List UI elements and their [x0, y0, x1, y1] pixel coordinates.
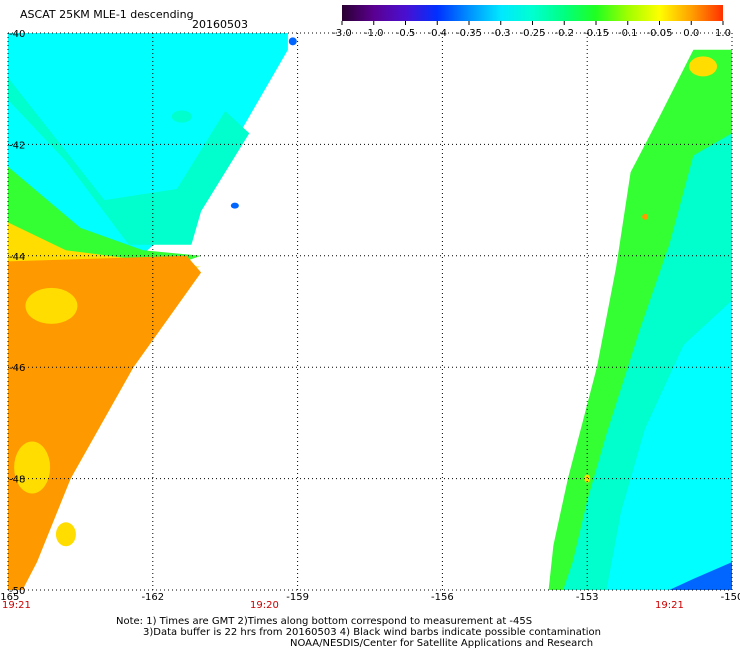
- time-label-center: 19:20: [250, 600, 279, 611]
- patch-yellow: [689, 56, 718, 77]
- y-tick-label: -42: [9, 140, 25, 151]
- colorbar-label: -3.0: [332, 28, 352, 39]
- note-line-2: 3)Data buffer is 22 hrs from 20160503 4)…: [143, 627, 601, 638]
- colorbar-label: -0.05: [647, 28, 673, 39]
- y-tick-label: -44: [9, 252, 25, 263]
- patch-blue: [288, 37, 297, 46]
- swath-west-cyan: [8, 33, 288, 273]
- swath-east-cyan: [606, 300, 732, 590]
- time-label-left: 19:21: [2, 600, 31, 611]
- swath-west-aqua: [8, 77, 250, 245]
- swath-east-blue: [669, 562, 732, 590]
- x-tick-label: -159: [286, 592, 309, 600]
- product-date: 20160503: [192, 18, 248, 31]
- x-tick-label: -153: [576, 592, 599, 600]
- y-tick-label: -40: [9, 29, 25, 40]
- patch-yellow: [584, 474, 591, 483]
- colorbar-label: 1.0: [715, 28, 731, 39]
- patch-yellow: [55, 522, 76, 547]
- y-tick-label: -50: [9, 586, 25, 597]
- colorbar-label: -0.4: [427, 28, 447, 39]
- time-label-right: 19:21: [655, 600, 684, 611]
- note-line-1: Note: 1) Times are GMT 2)Times along bot…: [116, 616, 533, 627]
- colorbar-label: -1.0: [364, 28, 384, 39]
- swath-west-orange: [8, 255, 202, 591]
- colorbar-label: 0.0: [683, 28, 699, 39]
- x-tick-label: -150: [721, 592, 740, 600]
- patch-yellow: [25, 287, 78, 324]
- y-tick-label: -46: [9, 363, 25, 374]
- patch-aqua: [171, 110, 192, 123]
- patch-yellow: [14, 441, 51, 494]
- patch-orange: [642, 213, 649, 220]
- x-tick-label: -162: [141, 592, 164, 600]
- product-title: ASCAT 25KM MLE-1 descending: [20, 8, 194, 21]
- note-line-3: NOAA/NESDIS/Center for Satellite Applica…: [290, 638, 594, 649]
- colorbar-label: -0.1: [618, 28, 638, 39]
- colorbar-gradient: [342, 5, 723, 21]
- y-tick-label: -48: [9, 475, 25, 486]
- map-plot: -165 -162 -159 -156 -153 -150 -40 -42 -44 -46 -48 -…: [0, 29, 740, 600]
- colorbar-label: -0.5: [396, 28, 416, 39]
- patch-blue: [230, 202, 239, 209]
- x-tick-label: -156: [431, 592, 454, 600]
- x-tick-label: -165: [0, 592, 19, 600]
